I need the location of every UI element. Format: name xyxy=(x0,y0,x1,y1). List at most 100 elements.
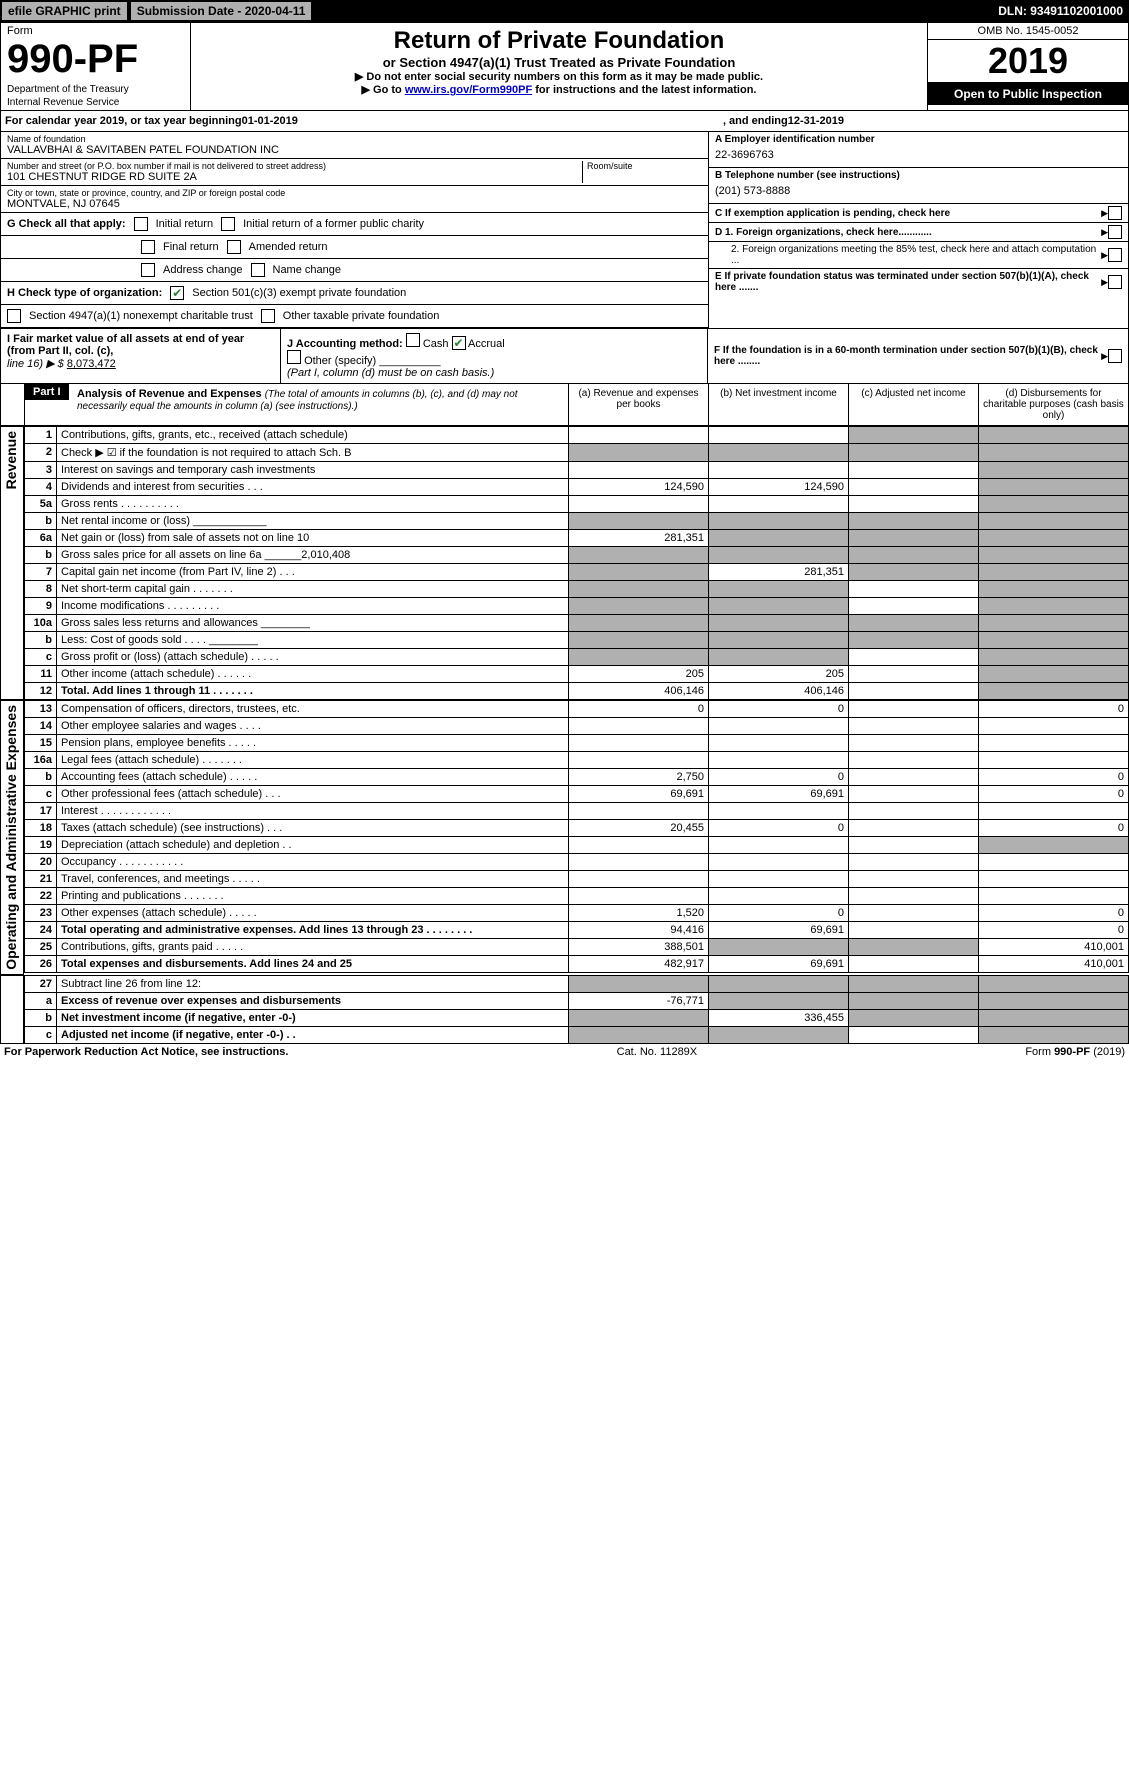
revenue-table: 1Contributions, gifts, grants, etc., rec… xyxy=(24,426,1129,700)
checkbox-final-return[interactable] xyxy=(141,240,155,254)
checkbox-exemption-pending[interactable] xyxy=(1108,206,1122,220)
final-section: 27Subtract line 26 from line 12:aExcess … xyxy=(0,975,1129,1044)
table-row: 22Printing and publications . . . . . . … xyxy=(25,888,1129,905)
section-e: E If private foundation status was termi… xyxy=(715,271,1101,293)
table-row: 24Total operating and administrative exp… xyxy=(25,922,1129,939)
checkbox-foreign-org[interactable] xyxy=(1108,225,1122,239)
year-begin: 01-01-2019 xyxy=(242,115,298,127)
dln: DLN: 93491102001000 xyxy=(998,4,1127,18)
checkbox-501c3[interactable] xyxy=(170,286,184,300)
checkbox-accrual[interactable] xyxy=(452,336,466,350)
irs-link[interactable]: www.irs.gov/Form990PF xyxy=(405,84,532,96)
omb-number: OMB No. 1545-0052 xyxy=(928,23,1128,40)
footer: For Paperwork Reduction Act Notice, see … xyxy=(0,1044,1129,1060)
form-subtitle: or Section 4947(a)(1) Trust Treated as P… xyxy=(195,55,923,70)
row-ijf: I Fair market value of all assets at end… xyxy=(0,329,1129,384)
revenue-label: Revenue xyxy=(1,427,21,493)
cat-number: Cat. No. 11289X xyxy=(617,1046,698,1058)
col-a-header: (a) Revenue and expenses per books xyxy=(568,384,708,425)
table-row: 8Net short-term capital gain . . . . . .… xyxy=(25,581,1129,598)
expenses-table: 13Compensation of officers, directors, t… xyxy=(24,700,1129,973)
expenses-label: Operating and Administrative Expenses xyxy=(1,701,21,974)
section-d2: 2. Foreign organizations meeting the 85%… xyxy=(715,244,1101,266)
section-d1: D 1. Foreign organizations, check here..… xyxy=(715,227,1101,238)
table-row: 23Other expenses (attach schedule) . . .… xyxy=(25,905,1129,922)
part-label: Part I xyxy=(25,384,69,400)
col-d-header: (d) Disbursements for charitable purpose… xyxy=(978,384,1128,425)
table-row: 15Pension plans, employee benefits . . .… xyxy=(25,735,1129,752)
checkbox-address-change[interactable] xyxy=(141,263,155,277)
table-row: bLess: Cost of goods sold . . . . ______… xyxy=(25,632,1129,649)
city-label: City or town, state or province, country… xyxy=(7,188,702,198)
checkbox-status-terminated[interactable] xyxy=(1108,275,1122,289)
arrow-icon xyxy=(1101,208,1108,219)
table-row: 25Contributions, gifts, grants paid . . … xyxy=(25,939,1129,956)
table-row: 14Other employee salaries and wages . . … xyxy=(25,718,1129,735)
table-row: 9Income modifications . . . . . . . . . xyxy=(25,598,1129,615)
addr-label: Number and street (or P.O. box number if… xyxy=(7,161,582,171)
name-label: Name of foundation xyxy=(7,134,702,144)
ein-label: A Employer identification number xyxy=(715,134,1122,145)
table-row: 19Depreciation (attach schedule) and dep… xyxy=(25,837,1129,854)
table-row: 27Subtract line 26 from line 12: xyxy=(25,975,1129,992)
table-row: 2Check ▶ ☑ if the foundation is not requ… xyxy=(25,444,1129,462)
table-row: 11Other income (attach schedule) . . . .… xyxy=(25,666,1129,683)
table-row: 6aNet gain or (loss) from sale of assets… xyxy=(25,530,1129,547)
city-state-zip: MONTVALE, NJ 07645 xyxy=(7,198,702,210)
dept-treasury: Department of the Treasury xyxy=(7,84,184,95)
irs-label: Internal Revenue Service xyxy=(7,97,184,108)
checkbox-name-change[interactable] xyxy=(251,263,265,277)
checkbox-4947a1[interactable] xyxy=(7,309,21,323)
calendar-year-row: For calendar year 2019, or tax year begi… xyxy=(0,111,1129,132)
table-row: 10aGross sales less returns and allowanc… xyxy=(25,615,1129,632)
phone-label: B Telephone number (see instructions) xyxy=(715,170,1122,181)
info-grid: Name of foundation VALLAVBHAI & SAVITABE… xyxy=(0,132,1129,329)
table-row: 12Total. Add lines 1 through 11 . . . . … xyxy=(25,683,1129,700)
room-label: Room/suite xyxy=(587,161,702,171)
submission-date: Submission Date - 2020-04-11 xyxy=(131,2,312,20)
street-address: 101 CHESTNUT RIDGE RD SUITE 2A xyxy=(7,171,582,183)
tax-year: 2019 xyxy=(928,40,1128,83)
table-row: 13Compensation of officers, directors, t… xyxy=(25,701,1129,718)
part1-header-row: Part I Analysis of Revenue and Expenses … xyxy=(0,384,1129,426)
part-title: Analysis of Revenue and Expenses xyxy=(77,388,262,400)
phone-value: (201) 573-8888 xyxy=(715,181,1122,201)
final-table: 27Subtract line 26 from line 12:aExcess … xyxy=(24,975,1129,1044)
table-row: 5aGross rents . . . . . . . . . . xyxy=(25,496,1129,513)
table-row: bNet investment income (if negative, ent… xyxy=(25,1009,1129,1026)
year-end: 12-31-2019 xyxy=(788,115,844,127)
table-row: 16aLegal fees (attach schedule) . . . . … xyxy=(25,752,1129,769)
form-number: 990-PF xyxy=(7,37,184,82)
table-row: bGross sales price for all assets on lin… xyxy=(25,547,1129,564)
efile-label: efile GRAPHIC print xyxy=(2,2,127,20)
section-g: G Check all that apply: Initial return I… xyxy=(1,213,708,236)
table-row: 4Dividends and interest from securities … xyxy=(25,479,1129,496)
paperwork-notice: For Paperwork Reduction Act Notice, see … xyxy=(4,1046,288,1058)
checkbox-other-taxable[interactable] xyxy=(261,309,275,323)
table-row: aExcess of revenue over expenses and dis… xyxy=(25,992,1129,1009)
checkbox-initial-return[interactable] xyxy=(134,217,148,231)
form-title: Return of Private Foundation xyxy=(195,27,923,55)
ein-value: 22-3696763 xyxy=(715,145,1122,165)
table-row: cAdjusted net income (if negative, enter… xyxy=(25,1026,1129,1043)
table-row: 26Total expenses and disbursements. Add … xyxy=(25,956,1129,973)
checkbox-initial-former[interactable] xyxy=(221,217,235,231)
foundation-name: VALLAVBHAI & SAVITABEN PATEL FOUNDATION … xyxy=(7,144,702,156)
table-row: cGross profit or (loss) (attach schedule… xyxy=(25,649,1129,666)
col-b-header: (b) Net investment income xyxy=(708,384,848,425)
table-row: bNet rental income or (loss) ___________… xyxy=(25,513,1129,530)
checkbox-other-method[interactable] xyxy=(287,350,301,364)
checkbox-60month[interactable] xyxy=(1108,349,1122,363)
revenue-section: Revenue 1Contributions, gifts, grants, e… xyxy=(0,426,1129,700)
instruction-2: ▶ Go to www.irs.gov/Form990PF for instru… xyxy=(195,83,923,96)
section-h: H Check type of organization: Section 50… xyxy=(1,282,708,305)
table-row: 20Occupancy . . . . . . . . . . . xyxy=(25,854,1129,871)
checkbox-85pct-test[interactable] xyxy=(1108,248,1122,262)
checkbox-amended-return[interactable] xyxy=(227,240,241,254)
col-c-header: (c) Adjusted net income xyxy=(848,384,978,425)
table-row: 7Capital gain net income (from Part IV, … xyxy=(25,564,1129,581)
section-f: F If the foundation is in a 60-month ter… xyxy=(714,345,1101,367)
checkbox-cash[interactable] xyxy=(406,333,420,347)
table-row: cOther professional fees (attach schedul… xyxy=(25,786,1129,803)
fmv-value: 8,073,472 xyxy=(67,358,116,370)
